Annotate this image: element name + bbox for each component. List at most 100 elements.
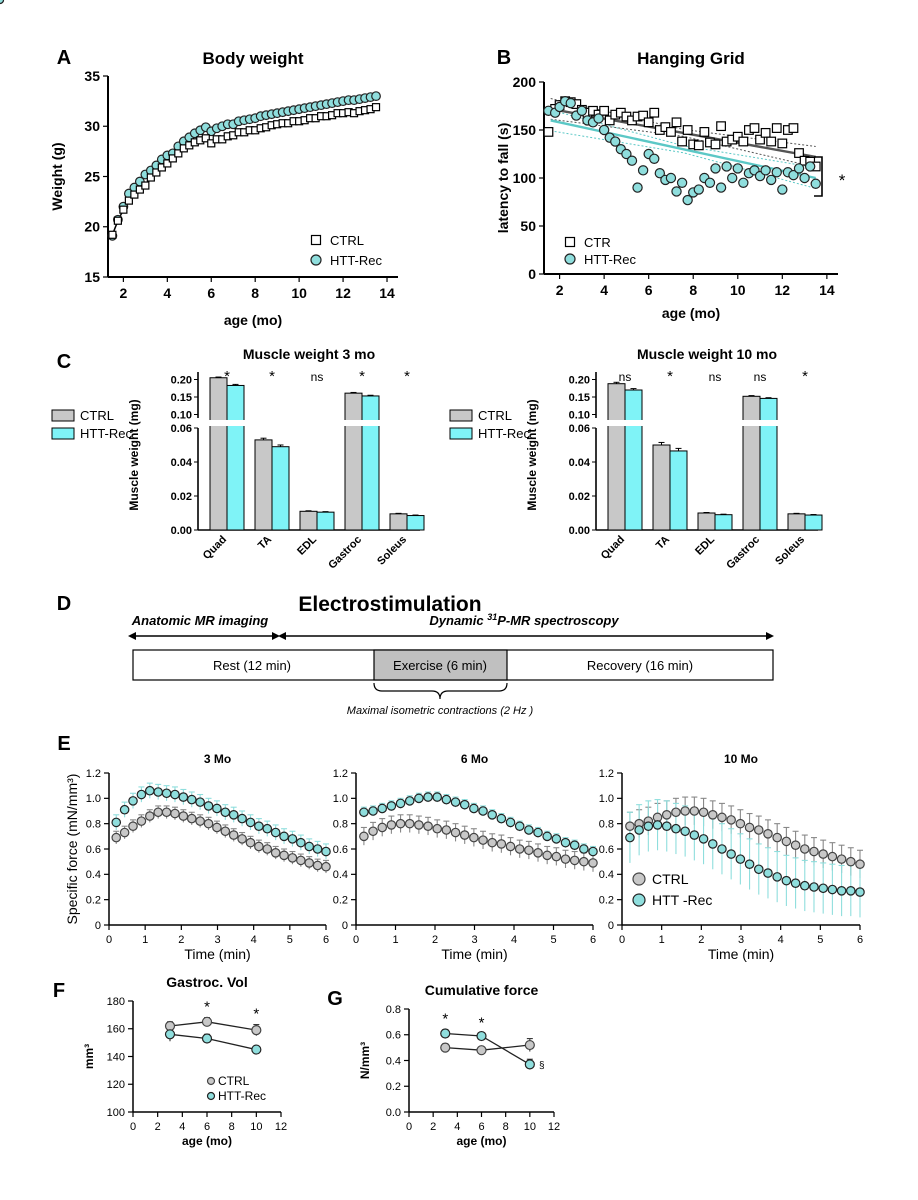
ctr-point <box>671 117 682 128</box>
ctrl-point <box>671 807 681 818</box>
ctrl-point <box>781 836 792 847</box>
htt-rec-point <box>542 831 552 842</box>
htt-rec-point <box>772 872 782 882</box>
ctrl-point <box>237 834 247 844</box>
legend-ctrl-swatch <box>51 409 75 422</box>
ctrl-point <box>113 216 122 225</box>
y-axis-label: Muscle weight (mg) <box>525 399 539 510</box>
y-tick-label: 180 <box>107 996 125 1008</box>
ctrl-point <box>195 816 205 826</box>
ctr-point <box>738 136 749 147</box>
significance-label: * <box>802 368 808 385</box>
x-tick-label: 0 <box>406 1121 412 1133</box>
htt-rec-point <box>178 792 189 802</box>
htt-rec-point <box>625 832 635 843</box>
htt-rec-point <box>643 821 654 831</box>
category-label: Gastroc <box>724 534 762 572</box>
legend-htt-label: HTT-Rec <box>584 252 637 267</box>
recovery-label: Recovery (16 min) <box>587 658 693 673</box>
category-label: Soleus <box>773 534 807 568</box>
ctrl-point <box>312 860 323 871</box>
ctrl-point <box>168 154 177 163</box>
htt-rec-point <box>203 801 214 811</box>
htt-rec-point <box>790 878 801 888</box>
y-tick-label: 20 <box>84 219 100 235</box>
x-tick-label: 8 <box>251 285 259 301</box>
htt-rec-point <box>251 1044 262 1055</box>
y-tick-label: 0.2 <box>599 895 614 907</box>
legend: CTRL HTT-Rec <box>310 233 383 268</box>
y-tick-label: 0.15 <box>569 392 590 404</box>
y-tick-label: 0.6 <box>333 844 348 856</box>
htt-rec-point <box>649 153 660 164</box>
legend-htt-marker <box>0 0 5 5</box>
y-tick-label: 0 <box>95 920 101 932</box>
ctrl-line <box>445 1044 530 1051</box>
ctrl-point <box>119 827 130 838</box>
ctrl-point <box>178 811 189 821</box>
htt-rec-bar <box>226 384 245 531</box>
ctrl-point <box>404 818 415 829</box>
x-tick-label: 6 <box>323 934 329 946</box>
y-tick-label: 0.04 <box>171 457 193 469</box>
htt-rec-point <box>753 864 764 875</box>
y-tick-label: 0.00 <box>171 525 192 537</box>
htt-rec-point <box>634 825 644 835</box>
y-tick-label: 160 <box>107 1024 125 1036</box>
ctrl-point <box>108 230 117 239</box>
ctrl-point <box>469 832 479 843</box>
ctrl-point <box>524 845 534 856</box>
htt-rec-bar <box>406 515 425 531</box>
ctrl-point <box>772 832 782 843</box>
ctrl-point <box>790 840 801 850</box>
ctrl-point <box>186 813 197 824</box>
x-tick-label: 0 <box>353 934 359 946</box>
x-tick-label: 6 <box>204 1121 210 1133</box>
ctr-point <box>710 139 721 150</box>
x-tick-label: 12 <box>335 285 351 301</box>
legend-htt-label: HTT-Rec <box>80 426 133 441</box>
x-tick-label: 2 <box>430 1121 436 1133</box>
htt-rec-point <box>693 184 704 195</box>
htt-rec-point <box>732 163 743 174</box>
ctrl-point <box>560 854 571 864</box>
significance-label: * <box>253 1006 259 1023</box>
htt-rec-point <box>598 124 610 136</box>
ctrl-point <box>809 846 819 857</box>
x-tick-label: 2 <box>155 1121 161 1133</box>
htt-rec-point <box>164 1029 176 1040</box>
htt-rec-point <box>632 182 643 193</box>
panel-d: D Electrostimulation Anatomic MR imaging Dy… <box>57 593 774 717</box>
htt-rec-point <box>565 97 576 109</box>
y-tick-label: 100 <box>513 170 537 186</box>
htt-rec-point <box>440 1028 451 1039</box>
htt-rec-point <box>704 177 716 188</box>
ctrl-point <box>698 807 709 818</box>
significance-label: * <box>359 368 365 385</box>
category-label: Soleus <box>375 534 409 568</box>
ctrl-point <box>262 844 273 854</box>
legend-ctrl-swatch <box>449 409 473 422</box>
legend-htt-label: HTT -Rec <box>652 892 712 908</box>
significance-label: * <box>404 368 410 385</box>
ctrl-bar <box>254 439 273 531</box>
y-axis-label: Weight (g) <box>49 142 65 210</box>
ctrl-point <box>201 1016 213 1027</box>
x-tick-label: 2 <box>698 934 704 946</box>
htt-rec-point <box>312 844 323 854</box>
htt-rec-bar <box>669 450 688 531</box>
htt-rec-point <box>781 875 792 886</box>
diagram-title: Electrostimulation <box>298 593 481 616</box>
legend: CTRL HTT -Rec <box>632 871 712 908</box>
x-tick-label: 5 <box>817 934 823 946</box>
htt-rec-point <box>432 792 443 802</box>
y-tick-label: 1.2 <box>86 768 101 780</box>
y-tick-label: 0.6 <box>386 1030 401 1042</box>
htt-rec-point <box>744 859 755 869</box>
x-tick-label: 6 <box>645 282 653 298</box>
legend: CTRL HTT-Rec <box>449 408 531 441</box>
y-tick-label: 0.4 <box>333 869 348 881</box>
chart-title: Gastroc. Vol <box>166 974 247 990</box>
x-tick-label: 5 <box>287 934 293 946</box>
y-tick-label: 0.4 <box>86 869 101 881</box>
